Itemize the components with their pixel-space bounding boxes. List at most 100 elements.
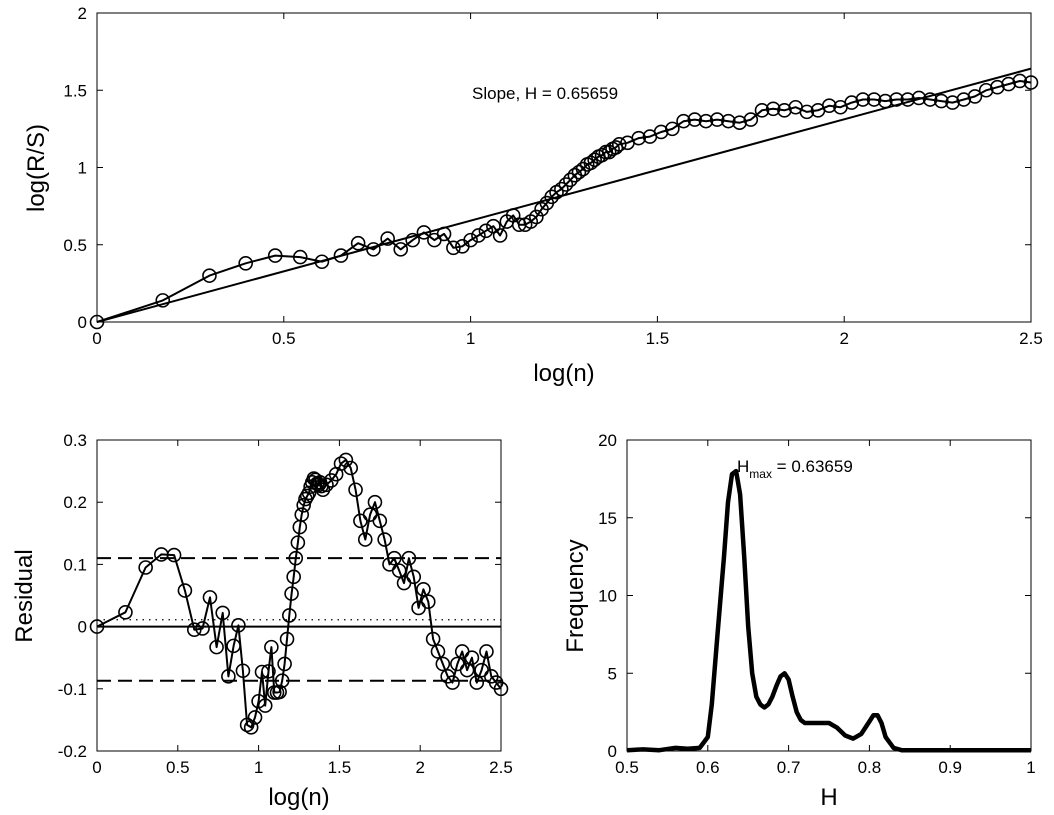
x-tick-label: 0.5 [615,758,639,777]
data-point [754,103,770,118]
data-point [357,532,373,547]
data-point [406,569,422,585]
data-point [301,485,317,501]
x-tick-label: 0.6 [696,758,720,777]
data-point [226,638,241,654]
y-axis-label: log(R/S) [23,124,50,212]
data-point [777,103,792,118]
data-point [272,684,287,700]
data-point [463,232,478,248]
x-tick-label: 0.8 [858,758,882,777]
data-point [900,92,916,107]
plot-frame [626,439,1032,752]
y-tick-label: 10 [598,587,617,606]
x-tick-label: 1 [466,329,475,348]
y-tick-label: 0.1 [63,555,87,574]
data-point [676,113,691,129]
data-point [478,223,494,239]
data-point [732,115,747,130]
data-point [866,92,882,107]
data-point [377,532,392,547]
data-point [709,112,725,127]
data-point [405,232,420,248]
data-point [821,98,837,113]
data-point [401,550,417,566]
data-point [594,147,610,163]
x-tick-label: 2.5 [1019,329,1043,348]
x-tick-label: 0 [92,758,101,777]
data-point [393,242,409,257]
data-point [254,664,270,680]
data-point [215,605,231,621]
x-tick-label: 2.5 [489,758,513,777]
data-point [665,121,680,137]
data-point [563,172,578,188]
data-point [195,621,210,636]
data-point [367,494,383,510]
data-point [138,560,153,575]
y-tick-label: 0 [608,742,617,761]
data-point [89,619,105,634]
x-tick-label: 0.7 [777,758,801,777]
data-point [264,639,279,655]
data-point [391,563,407,578]
y-axis-label: Residual [11,549,38,642]
x-tick-label: 1.5 [328,758,352,777]
y-tick-label: -0.1 [58,680,87,699]
data-point [889,92,904,107]
hmax-annotation: Hmax = 0.63659 [737,457,853,481]
x-tick-label: 0.5 [272,329,296,348]
data-point [844,95,859,110]
data-point [231,618,246,633]
y-tick-label: 0 [78,618,87,637]
data-point [571,164,587,180]
data-point [235,663,251,679]
data-point [1012,73,1028,89]
data-point [934,93,949,109]
data-point [299,488,315,504]
y-axis-label: Frequency [562,539,589,652]
data-point [471,228,486,243]
data-point [290,535,306,550]
data-point [721,113,736,129]
x-tick-label: 0.5 [166,758,190,777]
data-point [314,254,330,270]
data-point [366,242,381,257]
data-point [343,460,359,476]
data-point [177,583,193,598]
data-point [459,662,475,678]
data-point [544,189,559,205]
data-point [118,604,133,620]
data-point [257,698,273,713]
data-point [202,590,218,605]
data-point [978,82,994,98]
data-point [338,452,354,468]
data-point [420,594,436,610]
data-point [282,608,297,623]
panel-2: 0 0.5 1 1.5 2 2.5 -0.2 -0.1 0 0.1 0.2 0.3 log(n) Resi… [11,431,513,811]
data-point [469,675,485,690]
y-tick-label: 2 [78,4,87,23]
data-point [243,720,259,735]
data-point [296,498,311,513]
data-point [446,240,461,256]
data-point [209,639,224,655]
data-point [333,456,349,471]
x-tick-label: 2 [415,758,424,777]
data-point [445,675,460,690]
data-point [380,231,395,246]
data-point [922,92,938,107]
data-point [277,656,292,672]
data-point [274,673,290,689]
series-line [626,468,1031,753]
data-point [89,314,105,330]
data-point [221,669,236,684]
data-point [186,622,202,638]
x-tick-label: 0 [92,329,101,348]
y-tick-label: 20 [598,431,617,450]
y-tick-label: 15 [598,509,617,528]
data-point [166,547,182,563]
data-point [238,255,253,271]
data-point [855,92,871,107]
